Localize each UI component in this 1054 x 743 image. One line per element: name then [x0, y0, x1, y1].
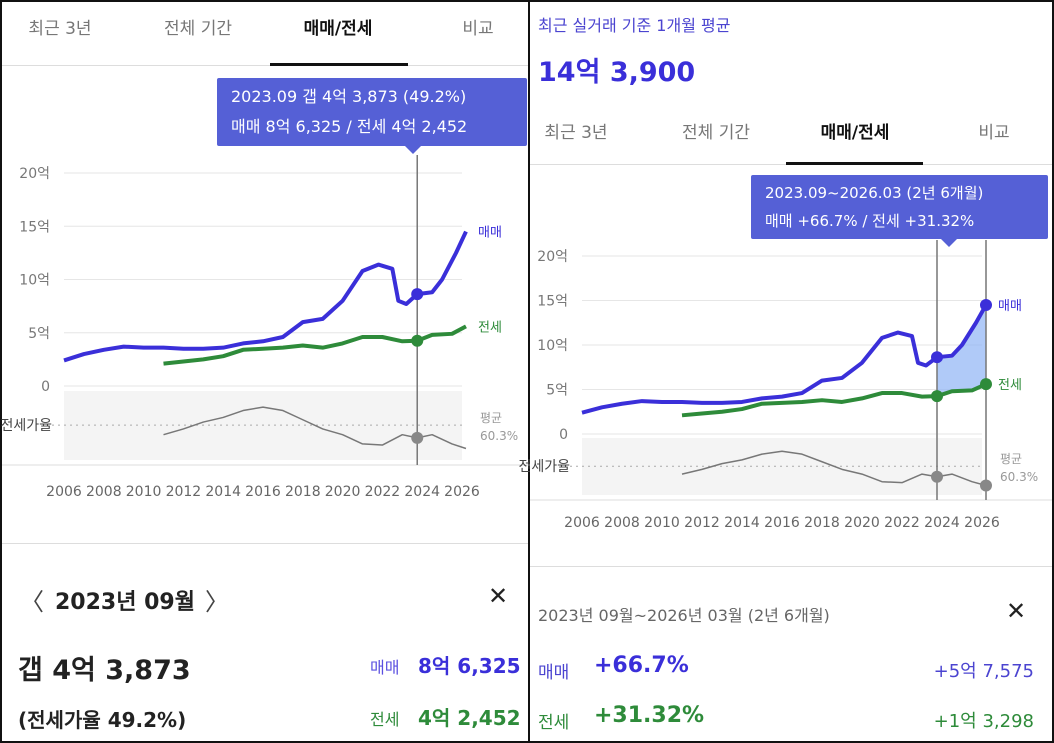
ratio-point — [411, 431, 424, 444]
jeonse-ratio: (전세가율 49.2%) — [18, 708, 187, 732]
x-tick-label: 2006 — [564, 515, 600, 531]
tab-sale-jeonse[interactable]: 매매/전세 — [303, 19, 373, 39]
tab-recent-3y[interactable]: 최근 3년 — [544, 123, 608, 143]
x-tick-label: 2012 — [684, 515, 720, 531]
ratio-point — [931, 470, 943, 483]
y-tick-label: 20억 — [537, 249, 568, 265]
chart-tooltip: 2023.09~2026.03 (2년 6개월) 매매 +66.7% / 전세 … — [751, 175, 1048, 247]
x-tick-label: 2026 — [964, 515, 1000, 531]
y-tick-label: 5억 — [28, 326, 50, 342]
tooltip-line1: 2023.09~2026.03 (2년 6개월) — [765, 184, 984, 202]
average-value: 60.3% — [480, 429, 518, 443]
section-divider — [2, 543, 528, 544]
jeonse-amount: +1억 3,298 — [933, 711, 1034, 732]
x-tick-label: 2012 — [166, 484, 202, 500]
header-price: 14억 3,900 — [538, 57, 696, 88]
x-tick-label: 2024 — [924, 515, 960, 531]
x-tick-label: 2010 — [126, 484, 162, 500]
tab-sale-jeonse[interactable]: 매매/전세 — [820, 123, 890, 143]
sale-label: 매매 — [538, 663, 570, 683]
active-tab-indicator — [270, 63, 408, 66]
tooltip-line2: 매매 8억 6,325 / 전세 4억 2,452 — [231, 117, 468, 136]
x-tick-label: 2018 — [285, 484, 321, 500]
selected-month: 2023년 09월 — [55, 590, 195, 615]
gap-amount: 갭 4억 3,873 — [18, 655, 191, 686]
jeonse-point — [931, 390, 943, 403]
sale-amount: +5억 7,575 — [933, 661, 1034, 682]
ratio-label: 전세가율 — [0, 418, 52, 434]
x-tick-label: 2022 — [365, 484, 401, 500]
x-tick-label: 2020 — [844, 515, 880, 531]
sale-label: 매매 — [370, 658, 400, 677]
tab-compare[interactable]: 비교 — [462, 19, 494, 39]
jeonse-percent: +31.32% — [594, 703, 705, 728]
close-button[interactable]: ✕ — [1006, 597, 1027, 625]
tab-all-period[interactable]: 전체 기간 — [682, 123, 750, 143]
jeonse-label: 전세 — [370, 710, 400, 729]
x-tick-label: 2024 — [404, 484, 440, 500]
left-chart[interactable]: 20억 15억 10억 5억 0 2006 2008 2010 2012 2014 2016 2018… — [0, 0, 530, 545]
x-tick-label: 2008 — [86, 484, 122, 500]
x-tick-label: 2020 — [325, 484, 361, 500]
y-tick-label: 15억 — [19, 219, 50, 235]
panel-divider — [528, 0, 530, 743]
sale-series-label: 매매 — [998, 299, 1022, 314]
y-tick-label: 15억 — [537, 294, 568, 310]
average-label: 평균 — [1000, 452, 1022, 466]
x-tick-label: 2016 — [764, 515, 800, 531]
sale-percent: +66.7% — [594, 653, 689, 678]
tab-compare[interactable]: 비교 — [978, 123, 1010, 143]
y-tick-label: 0 — [559, 427, 568, 443]
prev-month-button[interactable]: 〈 — [20, 588, 44, 616]
average-value: 60.3% — [1000, 470, 1038, 484]
x-tick-label: 2008 — [604, 515, 640, 531]
tooltip-line1: 2023.09 갭 4억 3,873 (49.2%) — [231, 87, 467, 106]
y-tick-label: 5억 — [546, 383, 568, 399]
tab-all-period[interactable]: 전체 기간 — [164, 19, 232, 39]
jeonse-point — [980, 378, 992, 391]
x-tick-label: 2026 — [444, 484, 480, 500]
ratio-label: 전세가율 — [518, 459, 570, 475]
jeonse-point — [411, 334, 424, 347]
x-tick-label: 2006 — [46, 484, 82, 500]
average-label: 평균 — [480, 411, 502, 425]
chart-tooltip: 2023.09 갭 4억 3,873 (49.2%) 매매 8억 6,325 /… — [217, 78, 527, 154]
y-tick-label: 20억 — [19, 166, 50, 182]
ratio-point — [980, 479, 992, 492]
tab-divider — [2, 65, 528, 66]
jeonse-series-label: 전세 — [478, 320, 502, 335]
sale-point — [980, 298, 992, 311]
active-tab-indicator — [786, 162, 923, 165]
y-tick-label: 0 — [41, 379, 50, 395]
x-tick-label: 2010 — [644, 515, 680, 531]
x-tick-label: 2014 — [724, 515, 760, 531]
header-label: 최근 실거래 기준 1개월 평균 — [538, 16, 731, 35]
sale-series-label: 매매 — [478, 226, 502, 241]
sale-point — [411, 288, 424, 301]
jeonse-label: 전세 — [538, 713, 570, 733]
jeonse-series-label: 전세 — [998, 378, 1022, 393]
next-month-button[interactable]: 〉 — [205, 588, 229, 616]
x-tick-label: 2022 — [884, 515, 920, 531]
y-tick-label: 10억 — [19, 273, 50, 289]
section-divider — [530, 566, 1052, 567]
x-tick-label: 2016 — [245, 484, 281, 500]
sale-value: 8억 6,325 — [418, 654, 521, 678]
selected-period: 2023년 09월~2026년 03월 (2년 6개월) — [538, 606, 830, 625]
tooltip-line2: 매매 +66.7% / 전세 +31.32% — [765, 212, 975, 230]
tab-recent-3y[interactable]: 최근 3년 — [28, 19, 92, 39]
y-tick-label: 10억 — [537, 338, 568, 354]
x-tick-label: 2018 — [804, 515, 840, 531]
x-tick-label: 2014 — [205, 484, 241, 500]
close-button[interactable]: ✕ — [488, 582, 509, 610]
sale-point — [931, 351, 943, 364]
jeonse-value: 4억 2,452 — [418, 706, 521, 730]
